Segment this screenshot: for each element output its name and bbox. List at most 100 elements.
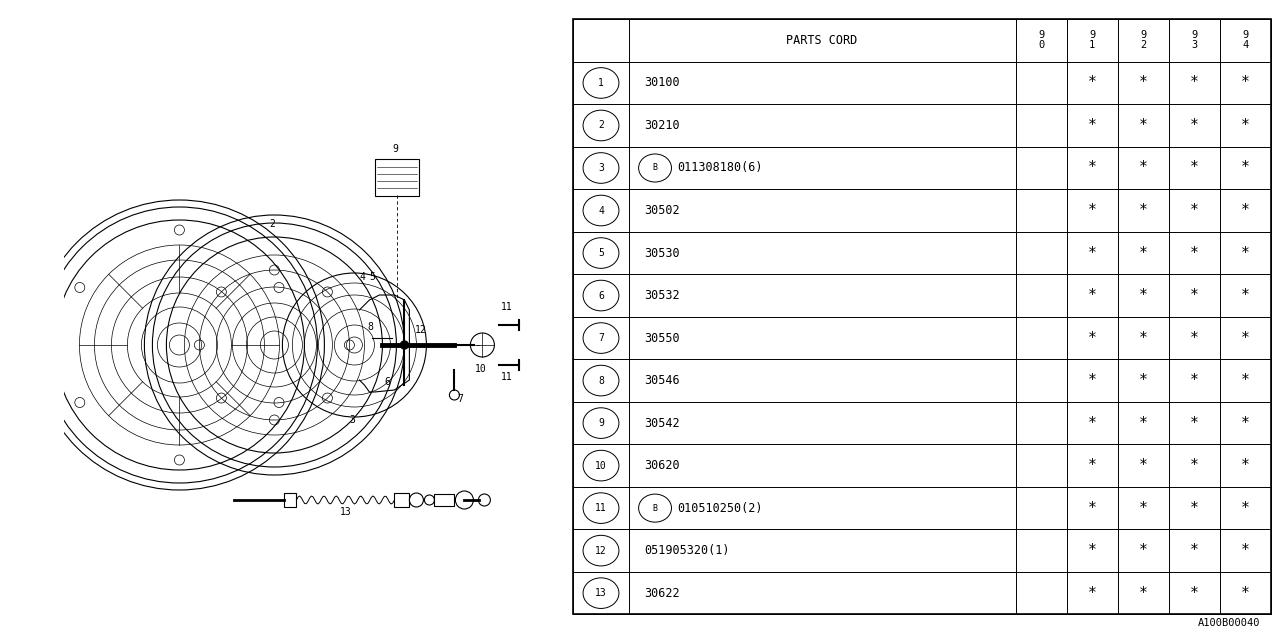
Text: 9: 9 (598, 418, 604, 428)
Text: *: * (1139, 500, 1148, 516)
Text: *: * (1088, 543, 1097, 558)
Text: *: * (1139, 373, 1148, 388)
Text: *: * (1242, 118, 1249, 133)
Text: *: * (1088, 161, 1097, 175)
Text: *: * (1088, 415, 1097, 431)
Text: 30532: 30532 (645, 289, 680, 302)
Text: 10: 10 (475, 364, 486, 374)
Text: *: * (1190, 118, 1199, 133)
Text: 9
0: 9 0 (1038, 31, 1044, 51)
Text: *: * (1242, 500, 1249, 516)
Text: *: * (1190, 330, 1199, 346)
Text: 30100: 30100 (645, 76, 680, 90)
Text: 6: 6 (598, 291, 604, 301)
Text: *: * (1242, 76, 1249, 90)
Text: 8: 8 (598, 376, 604, 385)
Text: *: * (1242, 543, 1249, 558)
Text: 30546: 30546 (645, 374, 680, 387)
Text: 12: 12 (595, 546, 607, 556)
Text: *: * (1139, 330, 1148, 346)
Text: *: * (1242, 373, 1249, 388)
Text: 10: 10 (595, 461, 607, 470)
Text: *: * (1088, 203, 1097, 218)
Text: 11: 11 (595, 503, 607, 513)
Bar (434, 494, 454, 506)
Text: *: * (1088, 118, 1097, 133)
Text: 5: 5 (598, 248, 604, 258)
Text: 2: 2 (269, 219, 275, 229)
Text: *: * (1139, 118, 1148, 133)
Text: *: * (1190, 246, 1199, 260)
Text: 011308180(6): 011308180(6) (677, 161, 763, 175)
Text: 1: 1 (598, 78, 604, 88)
Text: *: * (1190, 543, 1199, 558)
Text: 4: 4 (598, 205, 604, 216)
Text: 5: 5 (370, 272, 375, 282)
Text: *: * (1190, 500, 1199, 516)
Text: *: * (1088, 288, 1097, 303)
Text: *: * (1190, 161, 1199, 175)
Text: 30620: 30620 (645, 459, 680, 472)
Text: 9: 9 (393, 144, 398, 154)
Text: 9
2: 9 2 (1140, 31, 1147, 51)
Text: 11: 11 (500, 372, 512, 382)
Text: *: * (1139, 543, 1148, 558)
Text: *: * (1088, 500, 1097, 516)
Text: 12: 12 (415, 325, 426, 335)
Text: *: * (1242, 288, 1249, 303)
Text: 30210: 30210 (645, 119, 680, 132)
Text: A100B00040: A100B00040 (1198, 618, 1261, 628)
Text: *: * (1139, 246, 1148, 260)
Text: *: * (1088, 246, 1097, 260)
Text: 30530: 30530 (645, 246, 680, 260)
Text: PARTS CORD: PARTS CORD (786, 34, 858, 47)
Text: 30550: 30550 (645, 332, 680, 344)
Text: *: * (1242, 586, 1249, 601)
Text: 6: 6 (384, 377, 390, 387)
Text: 010510250(2): 010510250(2) (677, 502, 763, 515)
Bar (394, 493, 410, 507)
Text: *: * (1088, 373, 1097, 388)
Text: 051905320(1): 051905320(1) (645, 544, 730, 557)
Text: B: B (653, 504, 658, 513)
Text: 3: 3 (349, 415, 356, 425)
Circle shape (401, 341, 408, 349)
Text: 9
4: 9 4 (1243, 31, 1248, 51)
Text: *: * (1088, 586, 1097, 601)
Bar (284, 493, 297, 507)
Text: *: * (1139, 586, 1148, 601)
Text: *: * (1242, 458, 1249, 473)
Text: 30502: 30502 (645, 204, 680, 217)
Text: *: * (1088, 458, 1097, 473)
Text: *: * (1190, 373, 1199, 388)
Text: *: * (1088, 76, 1097, 90)
Text: *: * (1242, 246, 1249, 260)
Text: *: * (1190, 203, 1199, 218)
Text: *: * (1139, 458, 1148, 473)
Text: 4: 4 (360, 272, 365, 282)
Text: 9
1: 9 1 (1089, 31, 1096, 51)
Text: *: * (1190, 586, 1199, 601)
Text: *: * (1190, 288, 1199, 303)
Text: 11: 11 (500, 302, 512, 312)
Text: 2: 2 (598, 120, 604, 131)
Text: 30542: 30542 (645, 417, 680, 429)
Text: 13: 13 (339, 507, 351, 517)
Text: 8: 8 (367, 322, 374, 332)
Text: *: * (1190, 76, 1199, 90)
Text: 13: 13 (595, 588, 607, 598)
Text: *: * (1242, 161, 1249, 175)
Text: *: * (1088, 330, 1097, 346)
Text: *: * (1242, 330, 1249, 346)
Text: *: * (1139, 161, 1148, 175)
Text: *: * (1139, 76, 1148, 90)
Text: *: * (1139, 203, 1148, 218)
Text: 30622: 30622 (645, 587, 680, 600)
Text: *: * (1190, 458, 1199, 473)
Text: *: * (1139, 415, 1148, 431)
Text: *: * (1242, 203, 1249, 218)
Text: 3: 3 (598, 163, 604, 173)
Text: *: * (1139, 288, 1148, 303)
Text: 7: 7 (457, 394, 463, 404)
Text: B: B (653, 163, 658, 173)
